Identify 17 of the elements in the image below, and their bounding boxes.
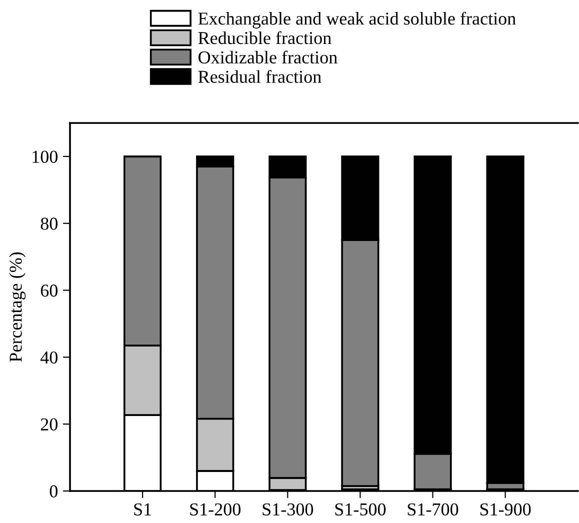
x-tick-label: S1-900	[480, 503, 531, 516]
x-tick-label: S1-500	[335, 503, 386, 516]
x-tick-label: S1-200	[190, 503, 240, 516]
y-tick-label: 80	[40, 218, 58, 230]
legend-label: Oxidizable fraction	[198, 50, 338, 64]
y-tick-label: 60	[40, 284, 58, 297]
y-tick-label: 100	[32, 150, 58, 163]
y-axis-title: Percentage (%)	[9, 252, 26, 362]
y-tick-label: 0	[50, 485, 58, 498]
legend-label: Reducible fraction	[198, 31, 332, 44]
x-tick-label: S1-700	[408, 503, 458, 516]
x-tick-label: S1-300	[262, 503, 314, 516]
legend-label: Exchangable and weak acid soluble fraction	[198, 12, 516, 28]
x-tick-label: S1	[134, 503, 151, 516]
y-tick-label: 20	[40, 418, 58, 431]
legend-label: Residual fraction	[198, 70, 322, 83]
y-tick-label: 40	[40, 351, 58, 364]
